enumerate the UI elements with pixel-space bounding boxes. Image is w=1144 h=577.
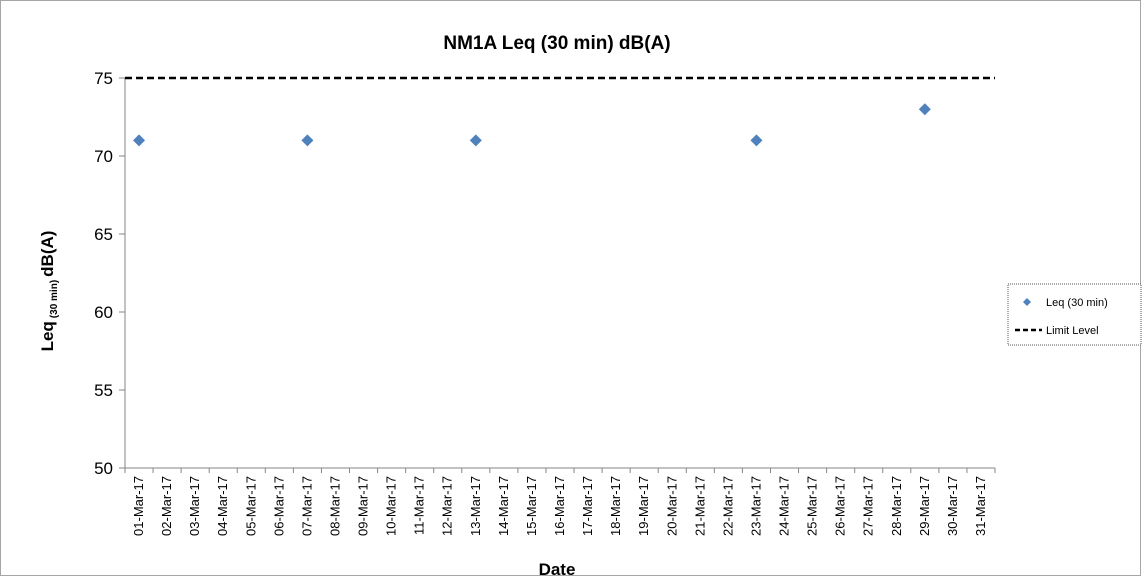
x-tick-label: 17-Mar-17 (580, 476, 595, 536)
x-tick-label: 12-Mar-17 (440, 476, 455, 536)
x-tick-label: 31-Mar-17 (973, 476, 988, 536)
data-point-diamond (133, 134, 146, 147)
legend: Leq (30 min) Limit Level (1007, 283, 1142, 346)
x-tick-label: 04-Mar-17 (215, 476, 230, 536)
x-tick-label: 27-Mar-17 (861, 476, 876, 536)
x-tick-label: 11-Mar-17 (412, 476, 427, 535)
x-tick-label: 03-Mar-17 (187, 476, 202, 536)
x-tick-label: 07-Mar-17 (299, 476, 314, 536)
x-tick-label: 22-Mar-17 (720, 476, 735, 536)
x-tick-label: 13-Mar-17 (468, 476, 483, 536)
x-tick-label: 30-Mar-17 (945, 476, 960, 536)
x-tick-label: 20-Mar-17 (664, 476, 679, 536)
data-point-diamond (750, 134, 763, 147)
axes (124, 78, 995, 469)
x-tick-label: 14-Mar-17 (496, 476, 511, 536)
x-tick-label: 24-Mar-17 (777, 476, 792, 536)
x-tick-label: 19-Mar-17 (636, 476, 651, 536)
y-axis-title-tail: dB(A) (38, 231, 57, 277)
x-tick-label: 26-Mar-17 (833, 476, 848, 536)
y-tick-label: 50 (94, 459, 113, 478)
x-tick-label: 28-Mar-17 (889, 476, 904, 536)
data-point-diamond (918, 103, 931, 116)
y-axis-title: Leq (30 min) dB(A) (38, 231, 60, 352)
x-tick-label: 02-Mar-17 (159, 476, 174, 536)
x-tick-label: 09-Mar-17 (356, 476, 371, 536)
x-tick-label: 15-Mar-17 (524, 476, 539, 536)
x-tick-label: 06-Mar-17 (271, 476, 286, 536)
y-axis-title-main: Leq (38, 321, 57, 351)
data-point-diamond (469, 134, 482, 147)
chart-title: NM1A Leq (30 min) dB(A) (443, 33, 670, 54)
x-axis-ticks: 01-Mar-17 02-Mar-17 03-Mar-17 04-Mar-17 05-M… (124, 468, 996, 536)
y-axis-title-sub: (30 min) (49, 280, 60, 318)
x-tick-label: 16-Mar-17 (552, 476, 567, 536)
x-axis-title: Date (539, 560, 576, 577)
legend-label-limit: Limit Level (1046, 325, 1099, 337)
x-tick-label: 08-Mar-17 (327, 476, 342, 536)
legend-label-leq: Leq (30 min) (1046, 297, 1108, 309)
y-tick-label: 70 (94, 147, 113, 166)
y-tick-label: 55 (94, 381, 113, 400)
x-tick-label: 10-Mar-17 (384, 476, 399, 536)
data-points-layer (133, 103, 931, 147)
x-tick-label: 05-Mar-17 (243, 476, 258, 536)
x-tick-label: 23-Mar-17 (748, 476, 763, 536)
x-tick-label: 21-Mar-17 (692, 476, 707, 536)
x-tick-label: 01-Mar-17 (131, 476, 146, 536)
x-tick-label: 18-Mar-17 (608, 476, 623, 536)
x-tick-label: 29-Mar-17 (917, 476, 932, 536)
legend-box (1007, 283, 1142, 346)
y-axis-ticks: 50 55 60 65 70 75 (94, 69, 125, 478)
data-point-diamond (301, 134, 314, 147)
legend-diamond-marker-icon (1023, 298, 1031, 306)
x-tick-label: 25-Mar-17 (805, 476, 820, 536)
y-tick-label: 75 (94, 69, 113, 88)
y-tick-label: 65 (94, 225, 113, 244)
y-tick-label: 60 (94, 303, 113, 322)
